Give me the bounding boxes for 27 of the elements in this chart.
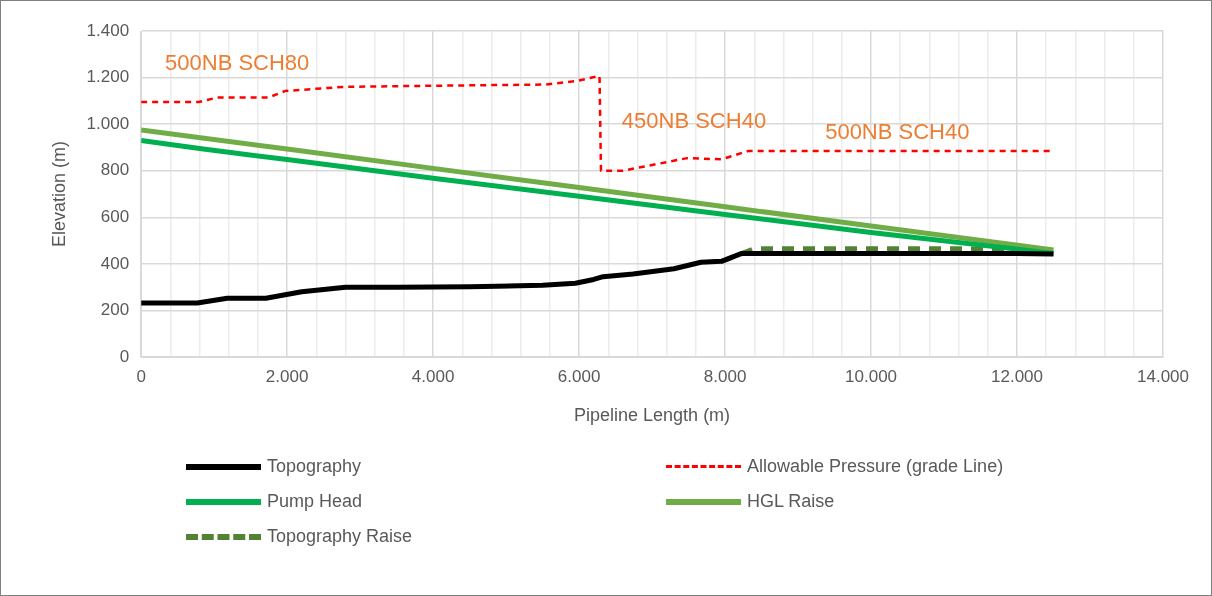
x-tick-label: 10.000: [845, 366, 898, 386]
y-tick-label: 800: [100, 160, 130, 180]
legend-label: Topography Raise: [267, 526, 413, 547]
y-tick-label: 200: [100, 300, 130, 320]
legend-label: Allowable Pressure (grade Line): [747, 456, 1004, 477]
line-series: [141, 74, 1053, 172]
y-tick-label: 400: [100, 253, 130, 273]
y-tick-label: 1.400: [86, 20, 130, 40]
y-tick-label: 1.200: [86, 67, 130, 87]
y-axis-title: Elevation (m): [48, 140, 69, 248]
legend-label: Topography: [267, 456, 362, 477]
annotation: 450NB SCH40: [621, 108, 767, 134]
x-tick-label: 12.000: [991, 366, 1044, 386]
x-tick-label: 6.000: [557, 366, 601, 386]
y-tick-label: 0: [119, 346, 130, 366]
x-axis-title: Pipeline Length (m): [574, 405, 731, 426]
legend-label: HGL Raise: [747, 491, 835, 512]
annotation: 500NB SCH80: [165, 49, 310, 75]
x-tick-label: 4.000: [411, 366, 455, 386]
x-tick-label: 14.000: [1137, 366, 1189, 386]
x-tick-label: 0: [136, 366, 146, 386]
annotation: 500NB SCH40: [825, 119, 970, 145]
x-tick-label: 2.000: [265, 366, 309, 386]
y-tick-label: 600: [100, 206, 130, 226]
x-tick-label: 8.000: [703, 366, 747, 386]
y-tick-label: 1.000: [86, 113, 130, 133]
legend-label: Pump Head: [267, 491, 363, 512]
